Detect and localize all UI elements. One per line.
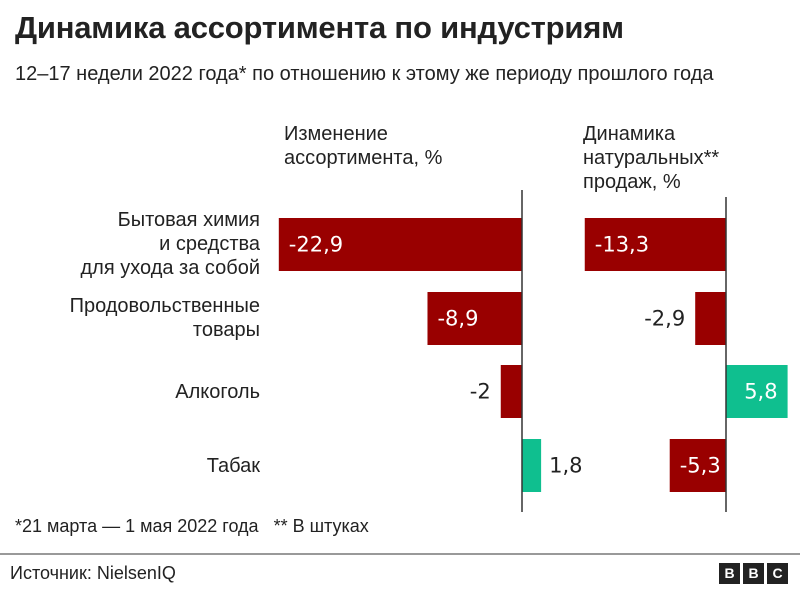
category-label: Алкоголь — [175, 380, 260, 404]
logo-letter: B — [719, 563, 740, 584]
bar — [726, 365, 788, 418]
panel-title-line: Изменение — [284, 123, 388, 145]
category-label: Бытовая химия и средства для ухода за со… — [81, 208, 260, 280]
data-label: -2,9 — [644, 307, 685, 331]
bar — [695, 292, 726, 345]
category-line: Бытовая химия — [117, 209, 260, 231]
divider — [0, 553, 800, 555]
source: Источник: NielsenIQ — [10, 563, 176, 583]
data-label: -5,3 — [680, 454, 721, 478]
category-line: товары — [192, 319, 260, 341]
bbc-logo: B B C — [719, 563, 788, 584]
category-line: Продовольственные — [69, 295, 260, 317]
data-label: -2 — [470, 380, 491, 404]
category-label: Продовольственные товары — [70, 294, 260, 342]
bar — [278, 218, 522, 271]
category-label: Табак — [207, 454, 260, 478]
panel-2-title: Динамика натуральных** продаж, % — [583, 122, 719, 194]
category-line: для ухода за собой — [80, 257, 260, 279]
panel-title-line: продаж, % — [583, 171, 681, 193]
logo-letter: C — [767, 563, 788, 584]
bar — [584, 218, 726, 271]
data-label: -13,3 — [595, 233, 649, 257]
data-label: 5,8 — [744, 380, 777, 404]
category-line: Алкоголь — [175, 381, 260, 403]
bar — [427, 292, 522, 345]
data-label: -22,9 — [289, 233, 343, 257]
category-line: и средства — [159, 233, 260, 255]
chart-subtitle: 12–17 недели 2022 года* по отношению к э… — [15, 63, 714, 85]
data-label: 1,8 — [549, 454, 582, 478]
panel-title-line: ассортимента, % — [284, 147, 443, 169]
panel-title-line: Динамика — [583, 123, 676, 145]
chart-title: Динамика ассортимента по индустриям — [15, 10, 624, 45]
bar — [522, 439, 542, 492]
bar — [669, 439, 726, 492]
data-label: -8,9 — [437, 307, 478, 331]
bar — [500, 365, 522, 418]
logo-letter: B — [743, 563, 764, 584]
panel-title-line: натуральных** — [583, 147, 720, 169]
panel-1-title: Изменение ассортимента, % — [284, 122, 442, 170]
category-line: Табак — [206, 455, 260, 477]
footnote: *21 марта — 1 мая 2022 года ** В штуках — [15, 516, 369, 536]
